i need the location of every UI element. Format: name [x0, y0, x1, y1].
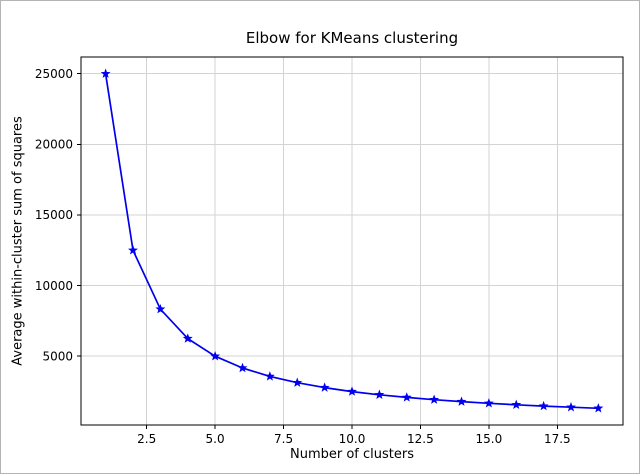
data-point-marker	[511, 399, 522, 409]
x-tick-label: 17.5	[544, 432, 571, 446]
x-tick-label: 7.5	[274, 432, 293, 446]
data-point-marker	[347, 386, 357, 396]
x-tick-label: 5.0	[206, 432, 225, 446]
x-axis-label: Number of clusters	[289, 447, 414, 462]
data-point-marker	[374, 389, 385, 399]
y-tick-label: 5000	[42, 349, 73, 363]
data-point-marker	[401, 392, 412, 402]
y-tick-label: 25000	[35, 67, 73, 81]
x-tick-label: 15.0	[476, 432, 503, 446]
data-point-marker	[100, 68, 111, 78]
data-point-marker	[593, 403, 604, 413]
data-point-marker	[128, 245, 138, 255]
data-point-marker	[429, 394, 440, 404]
data-point-marker	[538, 400, 549, 411]
x-tick-label: 10.0	[339, 432, 366, 446]
data-point-marker	[264, 371, 275, 381]
chart-title: Elbow for KMeans clustering	[245, 29, 459, 47]
y-tick-label: 10000	[35, 279, 73, 293]
y-tick-label: 20000	[35, 138, 73, 152]
x-tick-label: 2.5	[137, 432, 156, 446]
data-point-marker	[182, 333, 193, 343]
data-point-marker	[456, 396, 467, 406]
data-point-marker	[483, 398, 494, 408]
data-point-marker	[237, 362, 248, 373]
data-point-marker	[566, 402, 576, 412]
data-point-marker	[292, 377, 303, 387]
data-point-marker	[319, 382, 330, 392]
data-point-marker	[155, 303, 166, 314]
data-point-marker	[210, 351, 221, 361]
x-tick-label: 12.5	[407, 432, 434, 446]
y-tick-label: 15000	[35, 208, 73, 222]
